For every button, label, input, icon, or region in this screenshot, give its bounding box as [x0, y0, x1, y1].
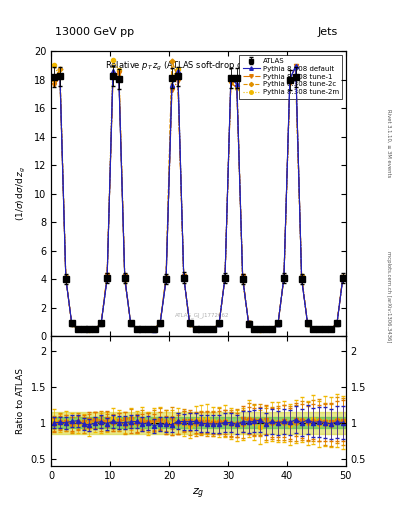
Bar: [51, 412, 346, 434]
Text: Relative $p_{T}\,z_{g}$ (ATLAS soft-drop observables): Relative $p_{T}\,z_{g}$ (ATLAS soft-drop…: [105, 60, 292, 73]
Text: 13000 GeV pp: 13000 GeV pp: [55, 27, 134, 37]
Y-axis label: Ratio to ATLAS: Ratio to ATLAS: [16, 368, 25, 434]
Text: ATLAS_GJ_J1772062: ATLAS_GJ_J1772062: [175, 312, 230, 318]
Text: Rivet 3.1.10, ≥ 3M events: Rivet 3.1.10, ≥ 3M events: [386, 109, 391, 178]
Bar: [51, 417, 346, 429]
Y-axis label: $(1/\sigma)\,\mathrm{d}\sigma/\mathrm{d}\,z_g$: $(1/\sigma)\,\mathrm{d}\sigma/\mathrm{d}…: [15, 166, 28, 221]
Text: Jets: Jets: [318, 27, 338, 37]
X-axis label: $z_g$: $z_g$: [192, 486, 205, 501]
Text: mcplots.cern.ch [arXiv:1306.3436]: mcplots.cern.ch [arXiv:1306.3436]: [386, 251, 391, 343]
Legend: ATLAS, Pythia 8.308 default, Pythia 8.308 tune-1, Pythia 8.308 tune-2c, Pythia 8: ATLAS, Pythia 8.308 default, Pythia 8.30…: [239, 55, 342, 99]
